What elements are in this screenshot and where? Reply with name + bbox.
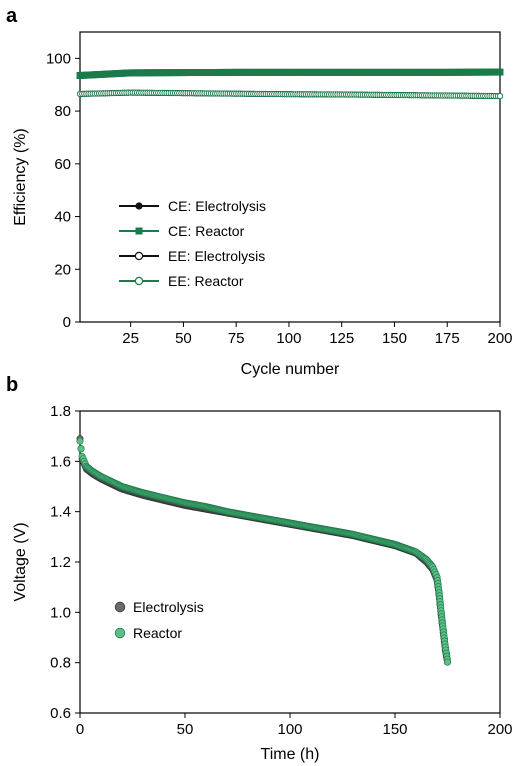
panel-b-legend: Electrolysis Reactor — [114, 599, 204, 641]
x-tick-label: 125 — [329, 330, 354, 347]
legend-label: EE: Reactor — [168, 273, 244, 289]
panel-a-ylabel: Efficiency (%) — [12, 128, 29, 226]
y-tick-label: 1.6 — [50, 453, 71, 470]
x-tick-label: 75 — [228, 330, 245, 347]
legend-label: EE: Electrolysis — [168, 248, 265, 264]
y-tick-label: 80 — [54, 103, 71, 120]
y-tick-label: 40 — [54, 209, 71, 226]
x-tick-label: 0 — [76, 721, 84, 738]
y-tick-label: 0.8 — [50, 655, 71, 672]
x-tick-label: 25 — [122, 330, 139, 347]
legend-marker — [134, 251, 144, 261]
y-tick-label: 60 — [54, 156, 71, 173]
y-tick-label: 1.0 — [50, 604, 71, 621]
x-tick-label: 150 — [382, 721, 407, 738]
x-tick-label: 150 — [382, 330, 407, 347]
voltage-chart: 0 50 100 150 200 0.6 0.8 1.0 1.2 1.4 1.6 1.8 Electr… — [12, 403, 513, 763]
panel-a-letter: a — [6, 5, 18, 27]
legend-marker — [134, 276, 144, 286]
legend-label: CE: Reactor — [168, 223, 245, 239]
panel-a-legend: CE: Electrolysis CE: Reactor EE: Electroly… — [119, 198, 266, 289]
legend-marker — [135, 202, 143, 210]
x-tick-label: 200 — [487, 721, 512, 738]
data-point — [496, 93, 504, 100]
y-tick-label: 20 — [54, 261, 71, 278]
legend-label: CE: Electrolysis — [168, 198, 266, 214]
legend-marker — [135, 227, 143, 235]
efficiency-chart: 25 50 75 100 125 150 175 200 0 20 40 60 80 100 CE: El… — [12, 31, 513, 378]
y-tick-label: 1.8 — [50, 403, 71, 420]
x-tick-label: 100 — [277, 721, 302, 738]
y-tick-label: 0 — [63, 314, 71, 331]
y-tick-label: 1.2 — [50, 554, 71, 571]
panel-a-frame — [79, 31, 501, 323]
panel-b-xlabel: Time (h) — [261, 746, 320, 763]
panel-a-ticks: 25 50 75 100 125 150 175 200 0 20 40 60 80 100 — [46, 50, 513, 347]
panel-a-xlabel: Cycle number — [241, 361, 340, 378]
x-tick-label: 175 — [435, 330, 460, 347]
legend-marker — [114, 601, 126, 613]
x-tick-label: 100 — [276, 330, 301, 347]
data-point — [496, 68, 504, 76]
legend-label: Electrolysis — [133, 599, 204, 615]
x-tick-label: 200 — [487, 330, 512, 347]
panel-b-ticks: 0 50 100 150 200 0.6 0.8 1.0 1.2 1.4 1.6 1.8 — [50, 403, 512, 738]
panel-b-frame — [79, 410, 501, 714]
y-tick-label: 1.4 — [50, 504, 71, 521]
legend-marker — [114, 627, 126, 639]
x-tick-label: 50 — [175, 330, 192, 347]
data-point — [443, 658, 451, 666]
data-point — [77, 445, 85, 453]
x-tick-label: 50 — [177, 721, 194, 738]
panel-b-series — [76, 435, 451, 666]
y-tick-label: 100 — [46, 50, 71, 67]
panel-b-letter: b — [6, 374, 18, 396]
y-tick-label: 0.6 — [50, 705, 71, 722]
panel-b-ylabel: Voltage (V) — [12, 522, 29, 601]
data-point — [76, 437, 84, 445]
panel-a-series — [76, 68, 504, 100]
legend-label: Reactor — [133, 625, 182, 641]
